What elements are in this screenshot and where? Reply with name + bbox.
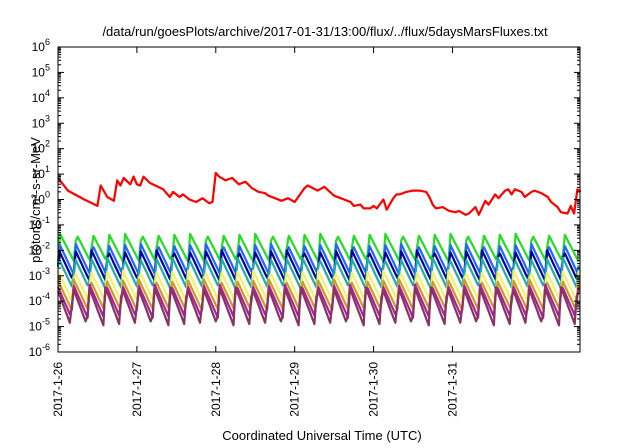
series-line [57,278,580,312]
x-axis-label: Coordinated Universal Time (UTC) [222,428,421,443]
x-tick-label: 2017-1-26 [51,362,65,417]
series-line [56,283,580,319]
plot-frame [57,46,581,353]
y-tick-label: 10-1 [29,215,50,232]
red-series-line [57,171,582,216]
series-line [57,269,580,303]
x-tick-label: 2017-1-27 [130,362,144,417]
y-tick-label: 10-2 [29,240,50,257]
y-tick-label: 10-4 [29,291,50,308]
y-tick-label: 10-5 [29,317,50,334]
y-tick-label: 10-6 [29,342,50,359]
x-tick-label: 2017-1-28 [209,362,223,417]
y-tick-label: 102 [32,139,50,156]
series-line [57,256,580,290]
series-line [56,286,580,327]
x-tick-label: 2017-1-29 [288,362,302,417]
y-axis: 10-6 10-5 10-4 10-3 10-2 10-1 100 101 102 103 104 1… [29,37,580,359]
y-axis-label: protons/cm²-s-sr-MeV [28,137,43,263]
y-tick-label: 10-3 [29,266,50,283]
x-tick-label: 2017-1-30 [367,362,381,417]
chart-title: /data/run/goesPlots/archive/2017-01-31/1… [102,24,548,39]
y-tick-label: 101 [32,164,50,181]
plot-area [56,171,582,327]
y-tick-label: 105 [32,62,50,79]
y-tick-label: 106 [32,37,50,54]
y-tick-label: 100 [32,190,50,207]
y-tick-label: 103 [32,113,50,130]
y-tick-label: 104 [32,88,50,105]
x-axis: 2017-1-26 2017-1-27 2017-1-28 2017-1-29 2017… [51,47,459,417]
x-tick-label: 2017-1-31 [445,362,459,417]
